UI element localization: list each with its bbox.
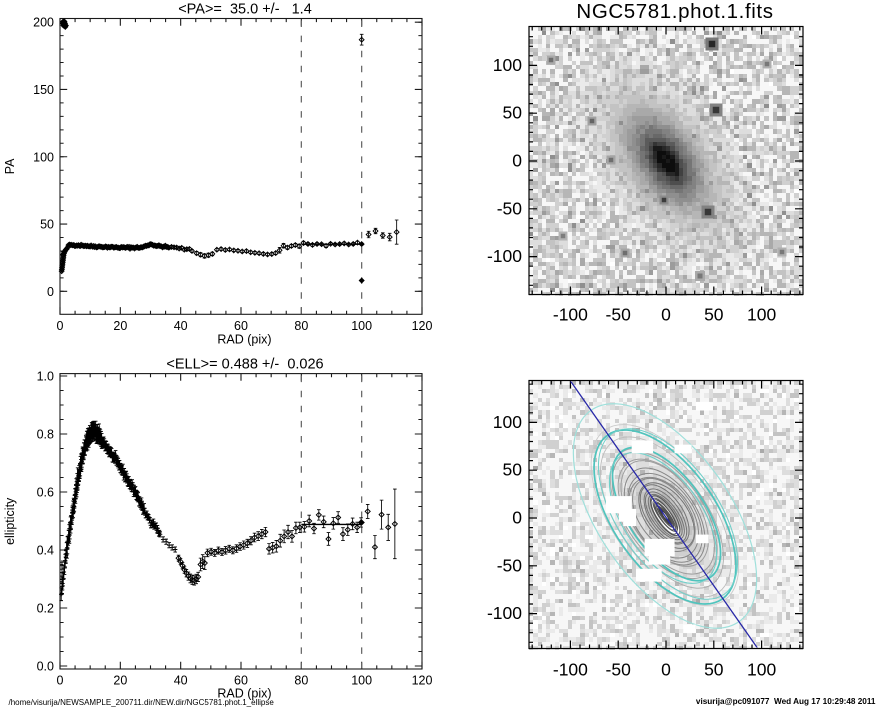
svg-text:0: 0	[512, 151, 522, 171]
svg-text:<PA>= 35.0 +/- 1.4: <PA>= 35.0 +/- 1.4	[178, 2, 312, 18]
svg-text:60: 60	[234, 674, 248, 688]
svg-text:50: 50	[704, 660, 724, 680]
svg-text:1.0: 1.0	[37, 370, 54, 384]
svg-text:60: 60	[234, 319, 248, 333]
svg-text:80: 80	[294, 674, 308, 688]
svg-text:-50: -50	[606, 660, 632, 680]
svg-text:120: 120	[412, 319, 433, 333]
svg-text:20: 20	[113, 674, 127, 688]
svg-text:50: 50	[503, 460, 523, 480]
svg-text:0.8: 0.8	[37, 428, 54, 442]
svg-text:-50: -50	[606, 305, 632, 325]
svg-text:-50: -50	[497, 198, 523, 218]
svg-text:-100: -100	[487, 603, 522, 623]
svg-text:120: 120	[412, 674, 433, 688]
svg-text:-100: -100	[553, 305, 588, 325]
svg-text:0: 0	[57, 674, 64, 688]
svg-text:50: 50	[503, 103, 523, 123]
svg-text:0.2: 0.2	[37, 602, 54, 616]
svg-text:0: 0	[661, 305, 671, 325]
svg-text:0: 0	[512, 508, 522, 528]
svg-text:150: 150	[33, 83, 54, 97]
svg-text:<ELL>= 0.488 +/- 0.026: <ELL>= 0.488 +/- 0.026	[166, 357, 323, 373]
svg-text:100: 100	[747, 660, 776, 680]
svg-text:100: 100	[493, 55, 522, 75]
svg-text:PA: PA	[3, 158, 17, 174]
svg-text:RAD (pix): RAD (pix)	[217, 333, 271, 347]
svg-text:NGC5781.phot.1.fits: NGC5781.phot.1.fits	[576, 0, 773, 23]
svg-text:/home/visurija/NEWSAMPLE_20071: /home/visurija/NEWSAMPLE_200711.dir/NEW.…	[9, 698, 275, 707]
svg-text:0.4: 0.4	[37, 544, 54, 558]
svg-text:40: 40	[174, 674, 188, 688]
svg-text:0.0: 0.0	[37, 660, 54, 674]
svg-text:100: 100	[747, 305, 776, 325]
svg-text:ellipticity: ellipticity	[3, 497, 17, 545]
svg-text:200: 200	[33, 16, 54, 30]
svg-text:RAD (pix): RAD (pix)	[217, 687, 271, 701]
svg-text:50: 50	[704, 305, 724, 325]
svg-text:0: 0	[47, 285, 54, 299]
svg-text:visurija@pc091077 Wed Aug 17: visurija@pc091077 Wed Aug 17 10:29:48 20…	[696, 697, 876, 706]
svg-text:80: 80	[294, 319, 308, 333]
svg-text:-50: -50	[497, 555, 523, 575]
svg-text:0: 0	[661, 660, 671, 680]
svg-text:0.6: 0.6	[37, 486, 54, 500]
svg-text:50: 50	[40, 218, 54, 232]
svg-text:100: 100	[33, 150, 54, 164]
svg-text:0: 0	[57, 319, 64, 333]
svg-text:20: 20	[113, 319, 127, 333]
svg-text:40: 40	[174, 319, 188, 333]
svg-text:100: 100	[351, 319, 372, 333]
svg-text:-100: -100	[553, 660, 588, 680]
svg-text:-100: -100	[487, 246, 522, 266]
svg-text:100: 100	[351, 674, 372, 688]
svg-text:100: 100	[493, 412, 522, 432]
